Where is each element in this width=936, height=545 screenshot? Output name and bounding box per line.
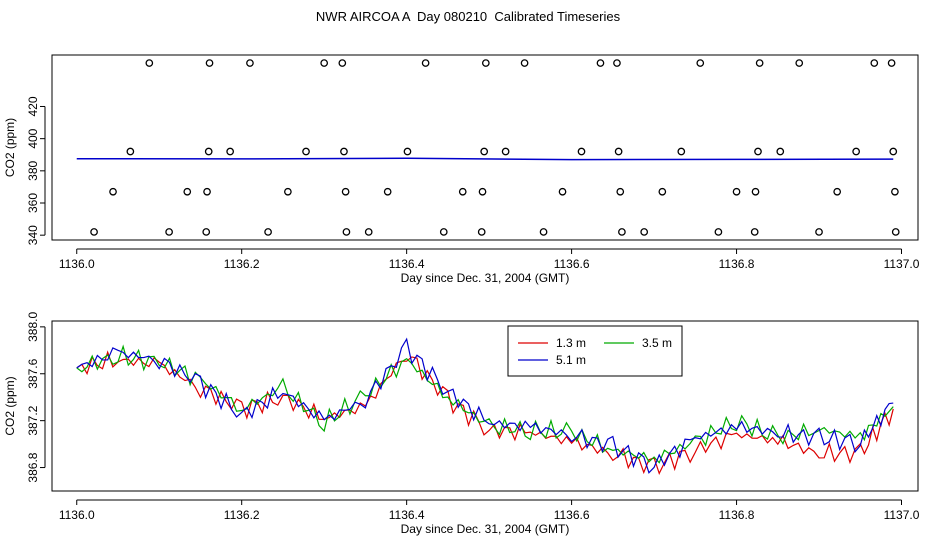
data-point: [539, 228, 548, 236]
data-point: [696, 59, 705, 67]
data-point: [501, 147, 510, 156]
data-point: [891, 228, 900, 236]
data-point: [480, 147, 489, 156]
series-line-1-3-m: [76, 350, 894, 475]
data-point: [596, 59, 605, 67]
data-point: [383, 187, 392, 196]
data-point: [640, 228, 649, 236]
x-tick-label: 1136.8: [719, 257, 755, 271]
y-tick-label: 387.2: [26, 405, 40, 435]
x-tick-label: 1136.8: [719, 508, 755, 522]
data-point: [481, 59, 490, 67]
x-axis-label: Day since Dec. 31, 2004 (GMT): [401, 271, 570, 285]
y-tick-label: 380: [26, 160, 40, 180]
data-point: [677, 147, 686, 156]
data-point: [658, 187, 667, 196]
x-tick-label: 1136.6: [554, 257, 590, 271]
data-point: [302, 147, 310, 156]
data-point: [90, 228, 98, 236]
data-point: [616, 187, 625, 196]
data-point: [226, 147, 234, 156]
data-point: [364, 228, 373, 236]
data-point: [458, 187, 467, 196]
series-line: [76, 157, 894, 161]
data-point: [833, 187, 842, 196]
y-tick-label: 420: [26, 96, 40, 116]
legend-label: 5.1 m: [556, 353, 586, 367]
x-tick-label: 1136.0: [59, 257, 95, 271]
data-point: [887, 59, 896, 67]
data-point: [776, 147, 785, 156]
data-point: [891, 187, 899, 196]
y-axis-label: CO2 (ppm): [3, 376, 17, 435]
data-point: [126, 147, 135, 156]
data-point: [750, 228, 759, 236]
legend-box: [507, 325, 683, 377]
y-tick-label: 388.0: [26, 312, 40, 342]
data-point: [558, 187, 567, 196]
data-point: [204, 147, 213, 156]
y-tick-label: 340: [26, 225, 40, 245]
data-point: [754, 147, 762, 156]
x-tick-label: 1136.4: [389, 508, 425, 522]
x-tick-label: 1137.0: [884, 508, 920, 522]
data-point: [340, 147, 348, 156]
data-point: [203, 187, 211, 196]
data-point: [614, 147, 623, 156]
data-point: [439, 228, 448, 236]
x-tick-label: 1136.6: [554, 508, 590, 522]
y-tick-label: 386.8: [26, 452, 40, 482]
data-point: [870, 59, 879, 67]
data-point: [477, 228, 486, 236]
data-point: [264, 228, 272, 236]
data-point: [246, 59, 254, 67]
data-point: [520, 59, 529, 67]
data-point: [618, 228, 626, 236]
data-point: [714, 228, 723, 236]
data-point: [403, 147, 412, 156]
data-point: [202, 228, 211, 236]
plot-frame-1: [51, 54, 919, 241]
data-point: [732, 187, 741, 196]
data-point: [165, 228, 173, 236]
x-tick-label: 1136.0: [59, 508, 95, 522]
plot-frame-2: [51, 320, 919, 492]
figure-title: NWR AIRCOA A Day 080210 Calibrated Times…: [315, 9, 621, 24]
data-point: [577, 147, 586, 156]
y-axis-label: CO2 (ppm): [3, 118, 17, 177]
data-point: [852, 147, 860, 156]
data-point: [183, 187, 192, 196]
legend-label: 3.5 m: [642, 336, 672, 350]
x-axis-label: Day since Dec. 31, 2004 (GMT): [401, 522, 570, 536]
legend-label: 1.3 m: [556, 336, 586, 350]
y-tick-label: 387.6: [26, 358, 40, 388]
data-point: [338, 59, 347, 67]
x-tick-label: 1136.4: [389, 257, 425, 271]
data-point: [284, 187, 292, 196]
data-point: [109, 187, 117, 196]
y-tick-label: 360: [26, 193, 40, 213]
data-point: [145, 59, 154, 67]
series-line-3-5-m: [76, 344, 894, 464]
data-point: [815, 228, 823, 236]
y-tick-label: 400: [26, 128, 40, 148]
data-point: [341, 187, 350, 196]
data-point: [421, 59, 430, 67]
data-point: [751, 187, 760, 196]
data-point: [889, 147, 898, 156]
x-tick-label: 1136.2: [224, 257, 260, 271]
series-line-5-1-m: [76, 337, 894, 474]
data-point: [205, 59, 214, 67]
data-point: [478, 187, 487, 196]
x-tick-label: 1137.0: [884, 257, 920, 271]
data-point: [320, 59, 329, 67]
data-point: [613, 59, 621, 67]
data-point: [342, 228, 351, 236]
data-point: [795, 59, 804, 67]
x-tick-label: 1136.2: [224, 508, 260, 522]
data-point: [755, 59, 764, 67]
